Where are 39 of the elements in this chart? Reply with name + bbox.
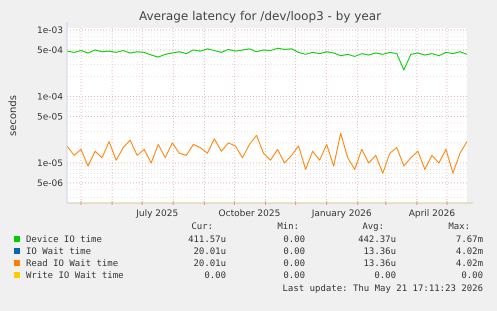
text: Last update: Thu May 21 17:11:23 2026 [282, 284, 483, 294]
text: 0.00 [283, 235, 305, 245]
text: 4.02m [456, 247, 483, 257]
legend-label: Read IO Wait time [26, 259, 118, 269]
text: 0.00 [461, 271, 483, 281]
text: 7.67m [456, 235, 483, 245]
legend-label: Device IO time [26, 235, 102, 245]
y-tick-label: 1e-04 [37, 92, 64, 102]
text: 4.02m [456, 259, 483, 269]
text: 20.01u [193, 247, 226, 257]
text: 13.36u [363, 247, 396, 257]
text: Max: [448, 222, 470, 232]
y-tick-label: 1e-03 [37, 26, 63, 36]
x-tick-label: April 2026 [408, 209, 456, 219]
y-tick-label: 1e-05 [37, 158, 63, 169]
legend-label: Write IO Wait time [26, 271, 124, 281]
text: Cur: [191, 222, 213, 232]
text: 411.57u [188, 235, 226, 245]
line-series [66, 48, 468, 70]
line-series [66, 132, 468, 174]
x-tick-label: October 2025 [218, 209, 280, 219]
y-tick-label: 5e-05 [37, 112, 63, 122]
text: 0.00 [283, 247, 305, 257]
text: Min: [277, 222, 299, 232]
text: 442.37u [358, 235, 396, 245]
text: 0.00 [283, 271, 305, 281]
y-tick-label: 5e-06 [37, 178, 64, 189]
text: 0.00 [374, 271, 396, 281]
x-tick-label: January 2026 [310, 209, 372, 219]
legend-label: IO Wait time [26, 247, 92, 257]
text: Avg: [362, 222, 384, 232]
text: 13.36u [363, 259, 396, 269]
text: 20.01u [193, 259, 226, 269]
y-tick-label: 5e-04 [37, 46, 64, 56]
text: 0.00 [204, 271, 226, 281]
text: 0.00 [283, 259, 305, 269]
x-tick-label: July 2025 [135, 209, 178, 219]
y-axis-title: seconds [8, 95, 19, 136]
chart-title: Average latency for /dev/loop3 - by year [138, 9, 382, 23]
